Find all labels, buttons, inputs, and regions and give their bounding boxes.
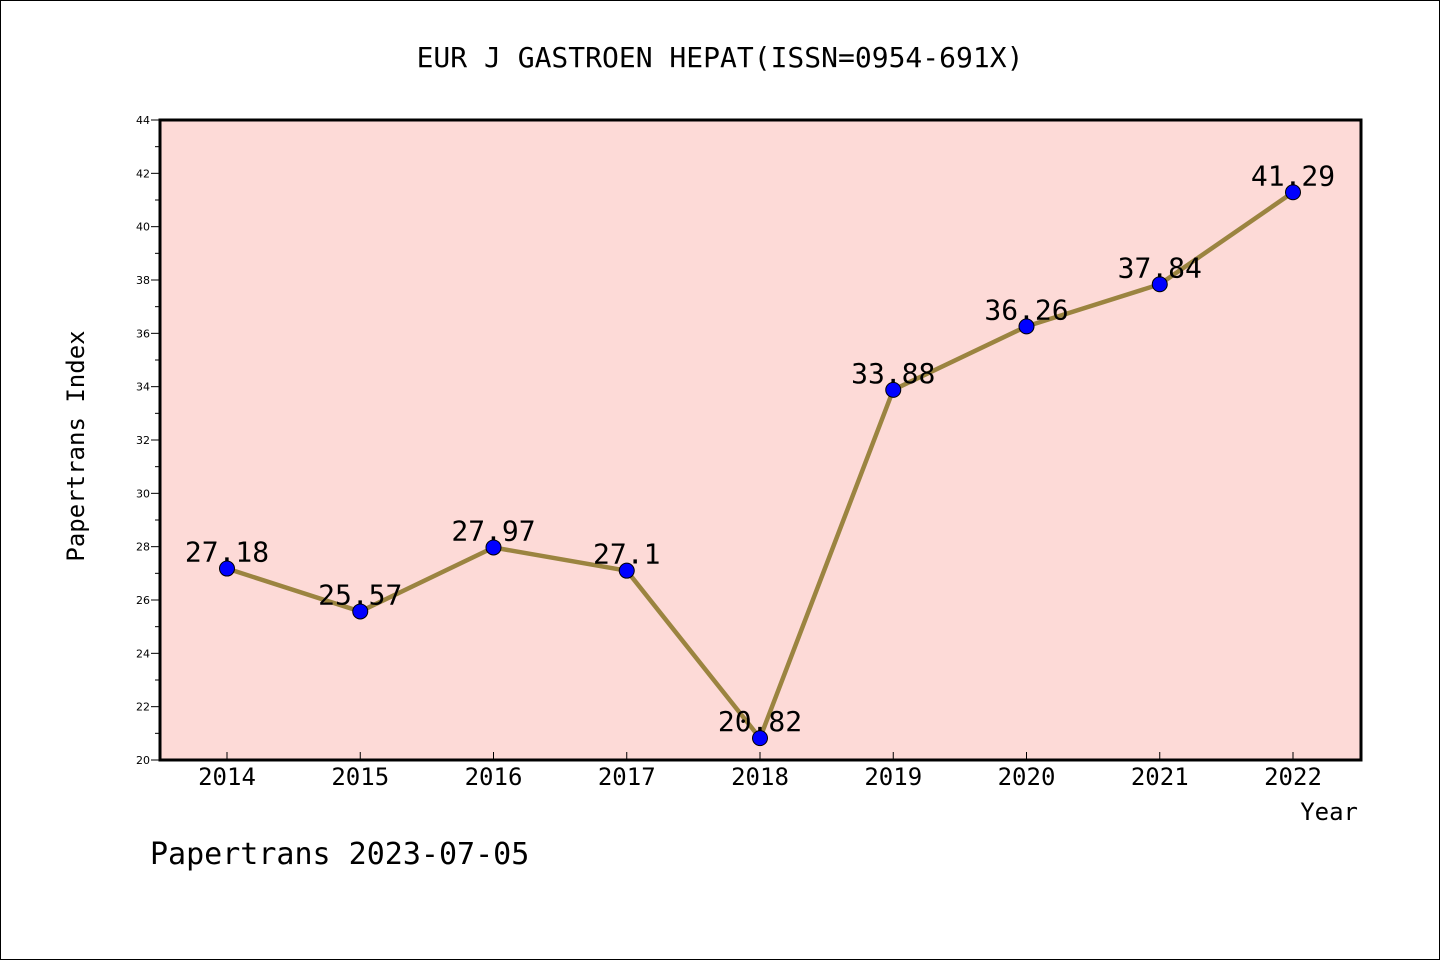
- footer-text: Papertrans 2023-07-05: [150, 837, 529, 872]
- data-point: [752, 730, 768, 747]
- data-point: [1285, 184, 1301, 201]
- data-point: [618, 562, 635, 579]
- data-label: 25.57: [318, 578, 402, 611]
- y-tick-label: 22: [136, 701, 150, 714]
- data-label: 41.29: [1251, 159, 1335, 192]
- x-tick-label: 2018: [731, 763, 789, 791]
- x-tick-label: 2019: [864, 763, 922, 791]
- x-axis-label: Year: [1300, 798, 1358, 826]
- x-tick-label: 2016: [465, 763, 523, 791]
- data-label: 33.88: [851, 357, 935, 390]
- plot-area: [158, 118, 1363, 762]
- data-point: [219, 560, 235, 577]
- data-label: 37.84: [1118, 251, 1202, 284]
- data-point: [485, 539, 502, 556]
- data-label: 27.1: [593, 538, 660, 571]
- x-tick-label: 2021: [1131, 763, 1189, 791]
- y-tick-label: 34: [136, 381, 150, 394]
- data-labels: 27.18 25.57 27.97 27.1 20.82 33.88 36.26 37.84 4…: [185, 159, 1335, 738]
- data-label: 27.97: [451, 514, 535, 547]
- y-tick-label: 38: [136, 274, 150, 287]
- y-tick-label: 28: [136, 541, 150, 554]
- data-point: [1151, 276, 1168, 293]
- y-tick-label: 36: [136, 327, 150, 340]
- x-tick-label: 2020: [998, 763, 1056, 791]
- y-tick-label: 40: [136, 221, 150, 234]
- data-label: 36.26: [984, 293, 1068, 326]
- y-tick-label: 30: [136, 487, 150, 500]
- y-tick-label: 42: [136, 167, 150, 180]
- data-point: [352, 603, 369, 620]
- y-tick-label: 32: [136, 434, 150, 447]
- y-axis-label: Papertrans Index: [62, 330, 90, 561]
- chart-title: EUR J GASTROEN HEPAT(ISSN=0954-691X): [417, 41, 1024, 74]
- x-tick-label: 2017: [598, 763, 656, 791]
- data-point: [885, 381, 902, 398]
- y-tick-label: 24: [136, 647, 150, 660]
- y-tick-label: 44: [136, 114, 150, 127]
- x-tick-label: 2014: [198, 763, 256, 791]
- y-tick-label: 26: [136, 594, 150, 607]
- x-tick-label: 2022: [1264, 763, 1322, 791]
- x-axis: 2014 2015 2016 2017 2018 2019 2020 2021 2022: [198, 752, 1322, 791]
- data-label: 27.18: [185, 536, 269, 569]
- series-markers: [219, 184, 1301, 747]
- y-axis: 20 22 24 26 28 30 32 34 36 38 40 42 44: [136, 114, 160, 767]
- y-tick-label: 20: [136, 754, 150, 767]
- data-point: [1018, 318, 1035, 335]
- data-label: 20.82: [718, 705, 802, 738]
- x-tick-label: 2015: [331, 763, 389, 791]
